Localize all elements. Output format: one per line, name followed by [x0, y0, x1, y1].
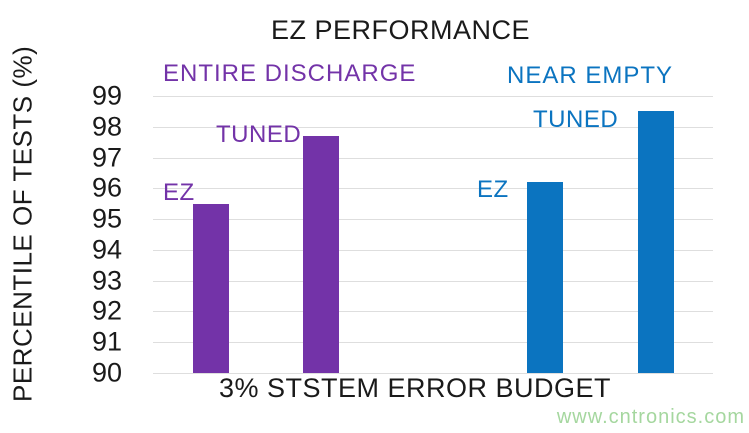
- bar-label-tuned-entire-discharge: TUNED: [216, 121, 302, 148]
- gridline-99: [153, 96, 713, 97]
- bar-near-empty-tuned: [638, 111, 674, 373]
- gridline-90: [153, 373, 713, 374]
- bar-entire-discharge-tuned: [303, 136, 339, 373]
- y-axis-title: PERCENTILE OF TESTS (%): [7, 45, 38, 403]
- bar-label-ez-near-empty: EZ: [477, 176, 509, 203]
- group-label-near-empty: NEAR EMPTY: [507, 62, 674, 89]
- bar-label-tuned-near-empty: TUNED: [533, 106, 619, 133]
- y-tick-label-98: 98: [91, 111, 122, 142]
- chart-title: EZ PERFORMANCE: [270, 15, 531, 45]
- bar-near-empty-ez: [527, 182, 563, 373]
- gridline-91: [153, 342, 713, 344]
- y-axis-ticks: 99 98 97 96 95 94 93 92 91 90: [58, 82, 122, 386]
- bar-entire-discharge-ez: [193, 203, 229, 373]
- gridline-96: [153, 188, 713, 190]
- plot-area: [153, 96, 713, 374]
- x-axis-label: 3% STSTEM ERROR BUDGET: [218, 373, 612, 403]
- gridline-93: [153, 280, 713, 282]
- gridline-97: [153, 157, 713, 159]
- group-label-entire-discharge: ENTIRE DISCHARGE: [163, 60, 417, 87]
- y-tick-label-91: 91: [91, 326, 122, 357]
- gridline-92: [153, 311, 713, 313]
- gridline-94: [153, 249, 713, 251]
- y-tick-label-95: 95: [91, 203, 122, 234]
- y-tick-label-93: 93: [91, 265, 122, 296]
- bar-label-ez-entire-discharge: EZ: [163, 179, 195, 206]
- watermark: www.cntronics.com: [556, 406, 745, 428]
- y-tick-label-94: 94: [91, 234, 122, 265]
- y-tick-label-96: 96: [91, 172, 122, 203]
- y-tick-label-90: 90: [91, 357, 122, 388]
- gridline-95: [153, 219, 713, 221]
- y-tick-label-99: 99: [91, 80, 122, 111]
- y-tick-label-92: 92: [91, 295, 122, 326]
- y-tick-label-97: 97: [91, 142, 122, 173]
- gridline-98: [153, 126, 713, 128]
